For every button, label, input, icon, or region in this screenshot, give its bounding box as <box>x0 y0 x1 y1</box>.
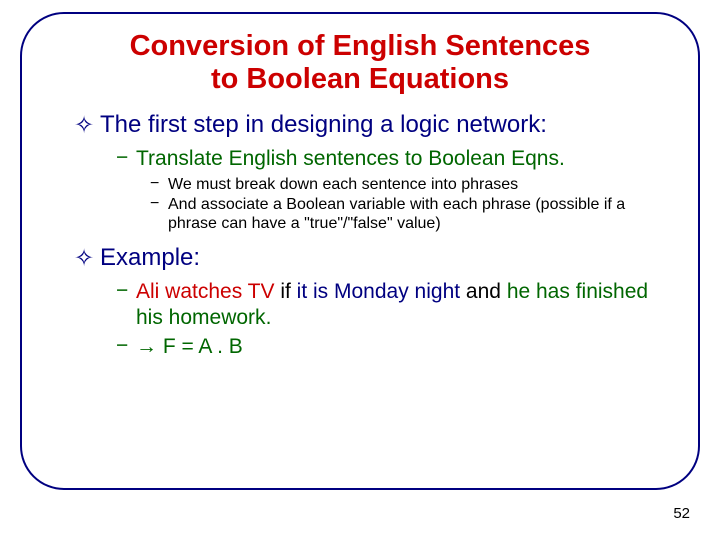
dash-icon: − <box>116 279 136 303</box>
bullet-level2: − Translate English sentences to Boolean… <box>116 146 666 171</box>
equation-text: → F = A . B <box>136 334 666 359</box>
bullet-icon: ✧ <box>74 244 100 273</box>
bullet-level1: ✧ The first step in designing a logic ne… <box>74 111 666 140</box>
slide-frame: Conversion of English Sentences to Boole… <box>20 12 700 490</box>
example-F: Ali watches TV <box>136 280 275 303</box>
bullet-text: Example: <box>100 244 666 273</box>
example-sentence: Ali watches TV if it is Monday night and… <box>136 279 666 329</box>
bullet-text: We must break down each sentence into ph… <box>168 175 666 194</box>
bullet-level3: − And associate a Boolean variable with … <box>150 195 666 233</box>
bullet-level2: − Ali watches TV if it is Monday night a… <box>116 279 666 329</box>
slide-title: Conversion of English Sentences to Boole… <box>54 30 666 97</box>
example-if: if <box>275 280 297 303</box>
bullet-text: Translate English sentences to Boolean E… <box>136 146 666 171</box>
bullet-level1: ✧ Example: <box>74 244 666 273</box>
title-line-1: Conversion of English Sentences <box>130 30 591 62</box>
bullet-level2: − → F = A . B <box>116 334 666 359</box>
example-A: it is Monday night <box>297 280 460 303</box>
page-number: 52 <box>673 505 690 522</box>
example-period: . <box>266 306 272 329</box>
dash-icon: − <box>150 195 168 213</box>
dash-icon: − <box>116 334 136 358</box>
bullet-level3: − We must break down each sentence into … <box>150 175 666 194</box>
example-and: and <box>460 280 507 303</box>
dash-icon: − <box>150 175 168 193</box>
bullet-text: The first step in designing a logic netw… <box>100 111 666 140</box>
bullet-icon: ✧ <box>74 111 100 140</box>
dash-icon: − <box>116 146 136 170</box>
bullet-text: And associate a Boolean variable with ea… <box>168 195 666 233</box>
title-line-2: to Boolean Equations <box>211 63 509 95</box>
